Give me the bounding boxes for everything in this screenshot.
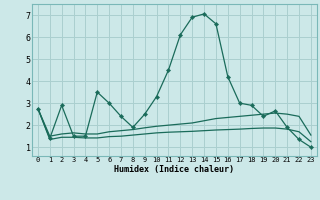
X-axis label: Humidex (Indice chaleur): Humidex (Indice chaleur): [115, 165, 234, 174]
